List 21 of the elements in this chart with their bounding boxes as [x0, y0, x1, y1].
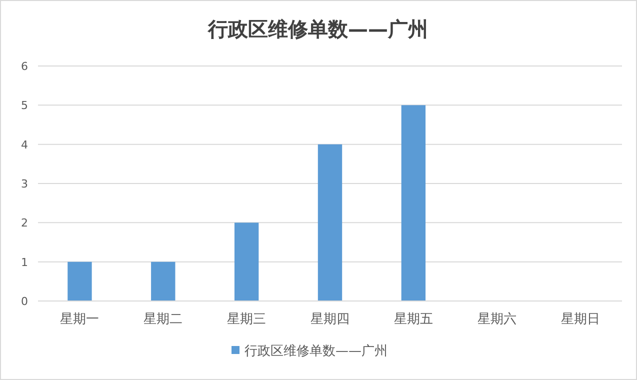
bar [234, 222, 259, 301]
y-tick-label: 6 [21, 60, 28, 73]
x-tick-label: 星期一 [60, 312, 100, 327]
x-tick-label: 星期四 [310, 312, 350, 327]
y-tick-label: 4 [21, 138, 28, 152]
x-tick-label: 星期日 [560, 312, 600, 327]
x-tick-label: 星期二 [144, 312, 183, 327]
bar [401, 105, 426, 301]
y-tick-label: 5 [21, 99, 28, 112]
bar [68, 262, 92, 301]
y-tick-label: 2 [21, 216, 28, 230]
bar [318, 144, 342, 301]
x-tick-label: 星期五 [394, 312, 433, 327]
y-tick-label: 1 [21, 256, 28, 269]
chart-title: 行政区维修单数——广州 [207, 17, 428, 41]
y-tick-label: 3 [21, 178, 28, 190]
bar [151, 262, 176, 301]
x-tick-label: 星期三 [227, 312, 266, 327]
y-tick-label: 0 [21, 295, 28, 308]
legend: 行政区维修单数——广州 [232, 344, 388, 359]
x-tick-label: 星期六 [477, 312, 516, 327]
